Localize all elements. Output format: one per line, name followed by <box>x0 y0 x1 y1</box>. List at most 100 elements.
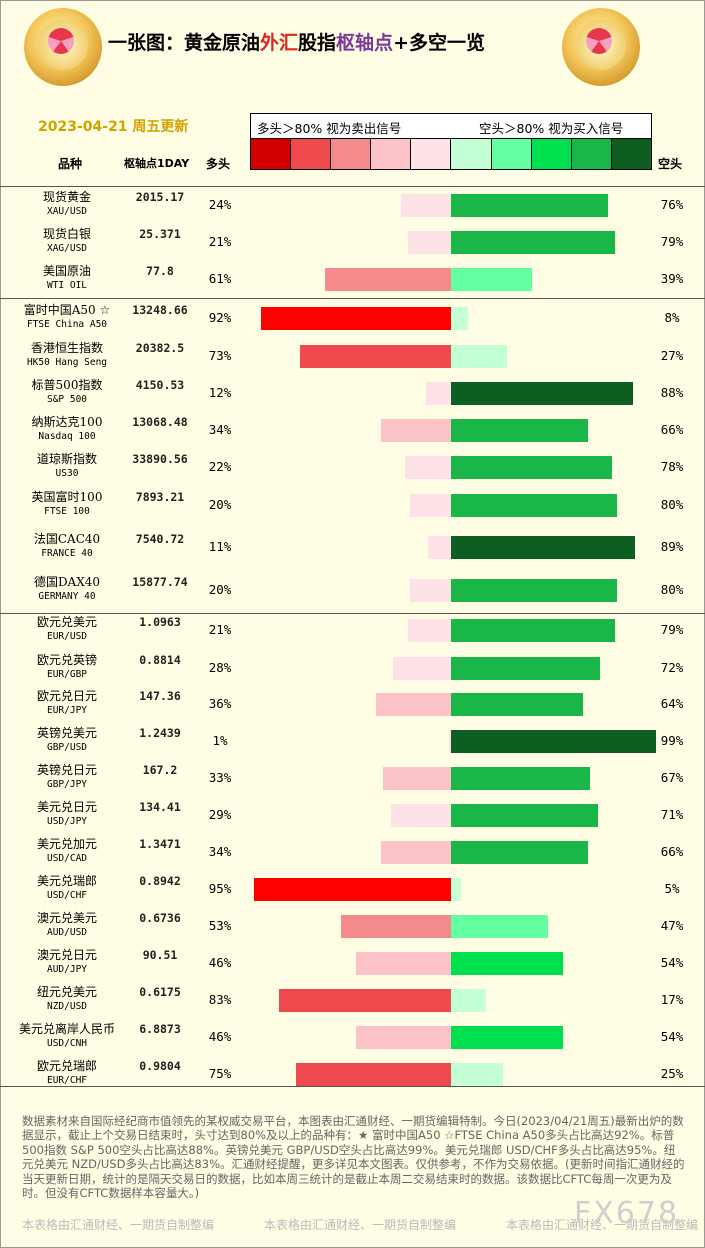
instrument-en: GERMANY 40 <box>38 590 96 602</box>
instrument-name: 富时中国A50 ☆ FTSE China A50 <box>8 303 126 331</box>
table-row: 美元兑离岸人民币 USD/CNH 6.8873 46% 54% <box>0 1018 705 1055</box>
instrument-name: 欧元兑日元 EUR/JPY <box>8 689 126 717</box>
watermark: 本表格由汇通财经、一期货自制整编 <box>506 1218 699 1232</box>
instrument-cn: 香港恒生指数 <box>30 340 103 355</box>
instrument-name: 美元兑离岸人民币 USD/CNH <box>8 1022 126 1050</box>
long-percent: 83% <box>208 991 232 1007</box>
short-percent: 8% <box>664 309 680 325</box>
instrument-cn: 澳元兑日元 <box>36 947 97 962</box>
short-bar <box>451 268 532 291</box>
long-bar <box>341 914 451 938</box>
instrument-en: AUD/JPY <box>46 963 88 975</box>
short-bar <box>451 193 608 217</box>
title-part: 外汇 <box>260 32 299 54</box>
short-percent: 76% <box>660 196 684 212</box>
instrument-name: 法国CAC40 FRANCE 40 <box>8 532 126 560</box>
instrument-en: NZD/USD <box>46 1000 88 1012</box>
col-header-short: 空头 <box>658 157 683 171</box>
instrument-cn: 英镑兑日元 <box>36 762 97 777</box>
instrument-en: GBP/JPY <box>46 778 88 790</box>
short-bar <box>451 619 615 642</box>
short-bar <box>451 306 468 330</box>
col-header-long: 多头 <box>206 157 231 171</box>
pivot-value: 0.9804 <box>139 1058 181 1073</box>
pivot-value: 6.8873 <box>139 1021 181 1036</box>
table-row: 纳斯达克100 Nasdaq 100 13068.48 34% 66% <box>0 411 705 448</box>
short-bar <box>451 803 598 827</box>
legend-swatch <box>371 139 412 169</box>
instrument-cn: 欧元兑日元 <box>36 689 97 703</box>
pivot-value: 0.8814 <box>139 652 181 667</box>
instrument-en: AUD/USD <box>46 926 88 938</box>
instrument-name: 澳元兑日元 AUD/JPY <box>8 948 126 976</box>
short-percent: 64% <box>660 696 684 711</box>
long-percent: 75% <box>208 1065 232 1081</box>
legend-swatch <box>531 139 572 169</box>
legend-short-text: 空头＞80% 视为买入信号 <box>479 121 624 136</box>
instrument-en: USD/JPY <box>46 815 88 827</box>
instrument-name: 现货黄金 XAU/USD <box>8 190 126 218</box>
pivot-value: 90.51 <box>142 947 178 962</box>
legend-swatch <box>571 139 612 169</box>
long-bar <box>391 803 451 827</box>
instrument-cn: 美国原油 <box>42 264 91 278</box>
short-bar <box>451 578 617 602</box>
legend-swatch <box>611 139 651 169</box>
watermark: 本表格由汇通财经、一期货自制整编 <box>264 1218 457 1232</box>
short-percent: 27% <box>660 347 684 363</box>
instrument-en: HK50 Hang Seng <box>26 356 108 368</box>
long-percent: 20% <box>208 581 232 597</box>
divider <box>0 186 705 187</box>
legend-long-text: 多头＞80% 视为卖出信号 <box>257 121 402 136</box>
short-percent: 17% <box>660 991 684 1007</box>
long-bar <box>325 268 451 291</box>
long-bar <box>449 729 451 753</box>
short-bar <box>451 494 617 517</box>
table-row: 美元兑瑞郎 USD/CHF 0.8942 95% 5% <box>0 870 705 907</box>
pivot-value: 13068.48 <box>132 414 188 429</box>
long-percent: 36% <box>208 696 232 711</box>
short-bar <box>451 693 583 716</box>
pivot-value: 2015.17 <box>135 189 185 204</box>
footer-note: 数据素材来自国际经纪商市值领先的某权威交易平台，本图表由汇通财经、一期货编辑特制… <box>22 1114 685 1201</box>
long-bar <box>383 766 451 790</box>
table-row: 法国CAC40 FRANCE 40 7540.72 11% 89% <box>0 525 705 568</box>
short-percent: 25% <box>660 1065 684 1081</box>
instrument-name: 香港恒生指数 HK50 Hang Seng <box>8 341 126 369</box>
table-row: 英镑兑日元 GBP/JPY 167.2 33% 67% <box>0 759 705 796</box>
table-row: 欧元兑美元 EUR/USD 1.0963 21% 79% <box>0 611 705 649</box>
legend-swatch <box>451 139 492 169</box>
pivot-value: 0.8942 <box>139 873 181 888</box>
short-bar <box>451 877 461 901</box>
pivot-value: 77.8 <box>146 264 174 278</box>
brand-watermark: FX678 <box>574 1196 680 1231</box>
table-row: 美元兑加元 USD/CAD 1.3471 34% 66% <box>0 833 705 870</box>
table-row: 标普500指数 S&P 500 4150.53 12% 88% <box>0 374 705 411</box>
short-bar <box>451 840 588 864</box>
short-bar <box>451 951 563 975</box>
pivot-value: 147.36 <box>139 689 181 703</box>
long-percent: 61% <box>208 271 232 286</box>
instrument-cn: 美元兑日元 <box>36 799 97 814</box>
long-percent: 95% <box>208 880 232 896</box>
instrument-cn: 欧元兑瑞郎 <box>36 1058 97 1073</box>
table-row: 英国富时100 FTSE 100 7893.21 20% 80% <box>0 485 705 525</box>
instrument-name: 澳元兑美元 AUD/USD <box>8 911 126 939</box>
long-percent: 12% <box>208 384 232 400</box>
long-bar <box>408 230 451 254</box>
long-bar <box>296 1062 451 1086</box>
title-part: 股指 <box>298 32 337 54</box>
legend-swatch <box>291 139 332 169</box>
long-percent: 73% <box>208 347 232 363</box>
long-bar <box>408 619 451 642</box>
long-bar <box>376 693 451 716</box>
legend-box: 多头＞80% 视为卖出信号 空头＞80% 视为买入信号 <box>250 113 652 140</box>
long-percent: 24% <box>208 196 232 212</box>
short-percent: 54% <box>660 1028 684 1044</box>
short-percent: 79% <box>660 233 684 249</box>
instrument-en: XAU/USD <box>46 205 88 217</box>
short-bar <box>451 988 486 1012</box>
logo-right-icon <box>562 8 640 86</box>
instrument-name: 欧元兑美元 EUR/USD <box>8 615 126 643</box>
pivot-value: 7893.21 <box>135 490 185 504</box>
